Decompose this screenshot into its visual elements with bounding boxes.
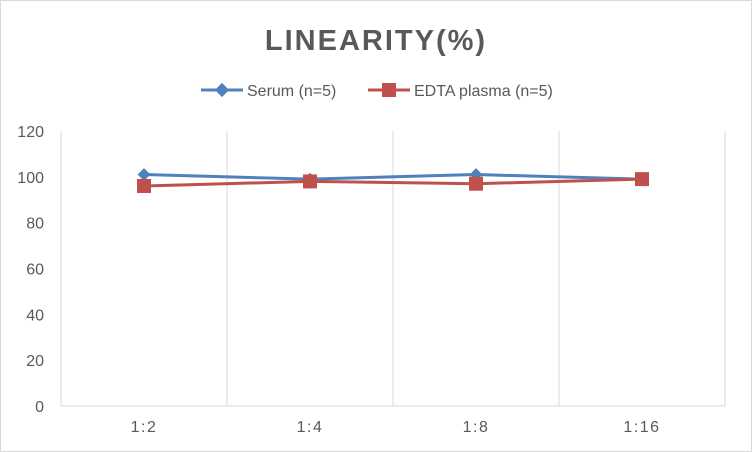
data-point-edta	[137, 179, 151, 193]
y-tick-label: 40	[26, 307, 44, 324]
x-axis: 1:2 1:4 1:8 1:16	[61, 405, 725, 436]
y-axis: 0 20 40 60 80 100 120	[17, 124, 62, 416]
legend-marker-diamond	[214, 82, 230, 98]
x-tick-label: 1:8	[463, 419, 490, 436]
y-tick-label: 80	[26, 216, 44, 233]
y-tick-label: 20	[26, 353, 44, 370]
series-layer	[137, 168, 649, 193]
legend-item-serum: Serum (n=5)	[201, 82, 336, 100]
y-tick-label: 60	[26, 262, 44, 279]
legend-marker-square	[382, 83, 396, 97]
data-point-serum	[137, 168, 151, 181]
x-tick-label: 1:2	[131, 419, 158, 436]
series-line-edta	[143, 177, 643, 188]
series-line-serum	[143, 173, 643, 181]
y-tick-label: 100	[17, 170, 44, 187]
y-tick-label: 0	[35, 399, 44, 416]
x-tick-label: 1:4	[297, 419, 324, 436]
legend-label-serum: Serum (n=5)	[247, 83, 336, 100]
chart-title: LINEARITY(%)	[265, 25, 487, 57]
data-point-edta	[635, 172, 649, 187]
legend: Serum (n=5) EDTA plasma (n=5)	[201, 82, 553, 100]
data-point-edta	[303, 174, 317, 189]
x-tick-label: 1:16	[623, 419, 660, 436]
legend-item-edta-plasma: EDTA plasma (n=5)	[368, 83, 553, 100]
y-tick-label: 120	[17, 124, 44, 141]
legend-label-edta-plasma: EDTA plasma (n=5)	[414, 83, 553, 100]
data-point-edta	[469, 176, 483, 191]
